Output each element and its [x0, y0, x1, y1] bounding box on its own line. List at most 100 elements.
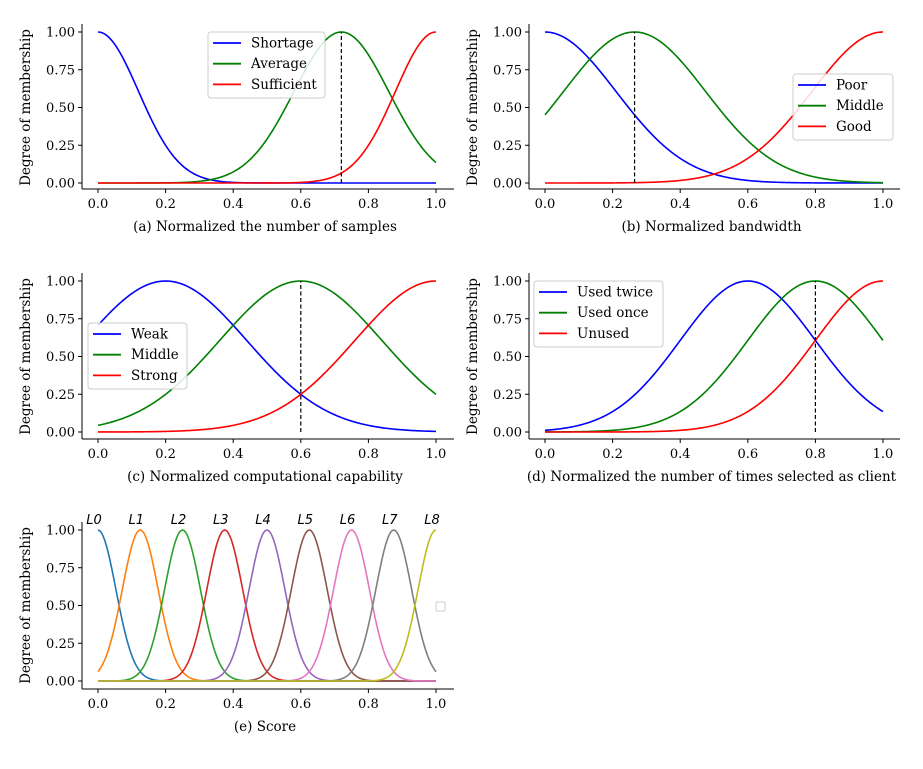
y-tick-label: 1.00 [46, 26, 75, 41]
y-tick-label: 0.75 [493, 312, 522, 327]
x-axis-label: (b) Normalized bandwidth [621, 219, 801, 235]
x-tick-label: 0.8 [805, 197, 826, 212]
y-tick-label: 0.75 [46, 561, 75, 576]
x-tick-label: 0.8 [358, 197, 379, 212]
y-axis-label: Degree of membership [18, 527, 34, 684]
peak-label: L4 [255, 513, 271, 528]
series-line-5 [98, 529, 436, 682]
legend-entry: Used twice [577, 285, 653, 301]
peak-label: L7 [382, 513, 398, 528]
x-tick-label: 0.8 [358, 697, 379, 712]
series-line-3 [98, 280, 437, 433]
y-tick-label: 0.00 [46, 675, 75, 690]
series-line-3 [98, 31, 437, 184]
series-line-4 [98, 529, 436, 682]
y-tick-label: 1.00 [493, 275, 522, 290]
y-tick-label: 0.50 [493, 101, 522, 116]
x-tick-label: 0.4 [670, 447, 691, 462]
series-line-9 [98, 529, 437, 682]
x-tick-label: 0.2 [155, 697, 176, 712]
x-tick-label: 1.0 [426, 447, 447, 462]
y-tick-label: 0.75 [46, 63, 75, 78]
y-tick-label: 0.25 [46, 139, 75, 154]
x-axis-label: (d) Normalized the number of times selec… [527, 469, 897, 485]
peak-label: L3 [213, 513, 229, 528]
y-tick-label: 0.25 [493, 388, 522, 403]
empty-legend-box [435, 601, 446, 612]
series-line-2 [97, 529, 436, 682]
y-tick-label: 1.00 [493, 26, 522, 41]
y-axis-label: Degree of membership [465, 278, 481, 435]
x-tick-label: 0.0 [88, 697, 109, 712]
series-line-1 [97, 529, 436, 682]
y-tick-label: 0.00 [493, 426, 522, 441]
y-tick-label: 0.50 [493, 350, 522, 365]
y-tick-label: 1.00 [46, 524, 75, 539]
x-tick-label: 0.6 [737, 447, 758, 462]
legend-entry: Used once [577, 305, 649, 321]
legend-frame [792, 73, 894, 141]
y-tick-label: 0.50 [46, 350, 75, 365]
series-line-2 [544, 31, 884, 184]
series-line-1 [97, 280, 437, 433]
x-tick-label: 1.0 [873, 447, 894, 462]
y-tick-label: 0.25 [493, 139, 522, 154]
x-tick-label: 0.2 [155, 197, 176, 212]
x-tick-label: 0.2 [602, 447, 623, 462]
y-tick-label: 1.00 [46, 275, 75, 290]
peak-label: L1 [128, 513, 144, 528]
x-tick-label: 0.8 [805, 447, 826, 462]
peak-label: L5 [297, 513, 313, 528]
legend-entry: Strong [131, 368, 178, 384]
y-tick-label: 0.00 [493, 177, 522, 192]
series-line-3 [545, 31, 884, 184]
chart-e: 0.0 0.2 0.4 0.6 0.8 1.0 0.00 0.25 0.50 0.75 1.00 (e… [18, 513, 454, 735]
x-tick-label: 0.4 [670, 197, 691, 212]
y-axis-label: Degree of membership [465, 29, 481, 186]
y-tick-label: 0.50 [46, 101, 75, 116]
y-axis-label: Degree of membership [18, 29, 34, 186]
x-tick-label: 1.0 [873, 197, 894, 212]
x-tick-label: 1.0 [426, 197, 447, 212]
legend: Weak Middle Strong [87, 322, 188, 390]
x-tick-label: 0.4 [223, 447, 244, 462]
legend: Poor Middle Good [792, 73, 894, 141]
chart-a: 0.0 0.2 0.4 0.6 0.8 1.0 0.00 0.25 0.50 0.75 1.00 (a… [18, 24, 454, 235]
series-line-3 [545, 280, 884, 433]
x-tick-label: 0.6 [290, 197, 311, 212]
x-tick-label: 0.8 [358, 447, 379, 462]
x-tick-label: 0.4 [223, 197, 244, 212]
chart-d: 0.0 0.2 0.4 0.6 0.8 1.0 0.00 0.25 0.50 0.75 1.00 (d… [465, 273, 900, 485]
peak-label: L2 [171, 513, 187, 528]
legend-entry: Unused [577, 326, 630, 342]
legend-entry: Average [250, 56, 307, 72]
x-tick-label: 0.2 [155, 447, 176, 462]
peak-label: L8 [424, 513, 440, 528]
x-tick-label: 0.0 [535, 447, 556, 462]
x-tick-label: 0.6 [290, 697, 311, 712]
x-tick-label: 0.6 [290, 447, 311, 462]
x-tick-label: 0.6 [737, 197, 758, 212]
series-line-2 [97, 280, 437, 427]
y-tick-label: 0.50 [46, 599, 75, 614]
y-tick-label: 0.75 [493, 63, 522, 78]
chart-c: 0.0 0.2 0.4 0.6 0.8 1.0 0.00 0.25 0.50 0.75 1.00 (c… [18, 273, 454, 485]
legend-frame [533, 280, 664, 348]
legend-entry: Shortage [251, 36, 314, 52]
x-tick-label: 0.0 [88, 197, 109, 212]
series-line-8 [98, 529, 437, 682]
series-line-7 [98, 529, 436, 682]
x-tick-label: 0.0 [88, 447, 109, 462]
legend-frame [207, 31, 326, 99]
legend-entry: Sufficient [251, 77, 317, 93]
peak-label: L6 [340, 513, 356, 528]
series-line-2 [544, 280, 884, 433]
y-tick-label: 0.25 [46, 637, 75, 652]
series-line-3 [98, 529, 436, 682]
legend: Shortage Average Sufficient [207, 31, 326, 99]
x-tick-label: 0.0 [535, 197, 556, 212]
y-tick-label: 0.75 [46, 312, 75, 327]
legend-entry: Good [836, 119, 872, 135]
